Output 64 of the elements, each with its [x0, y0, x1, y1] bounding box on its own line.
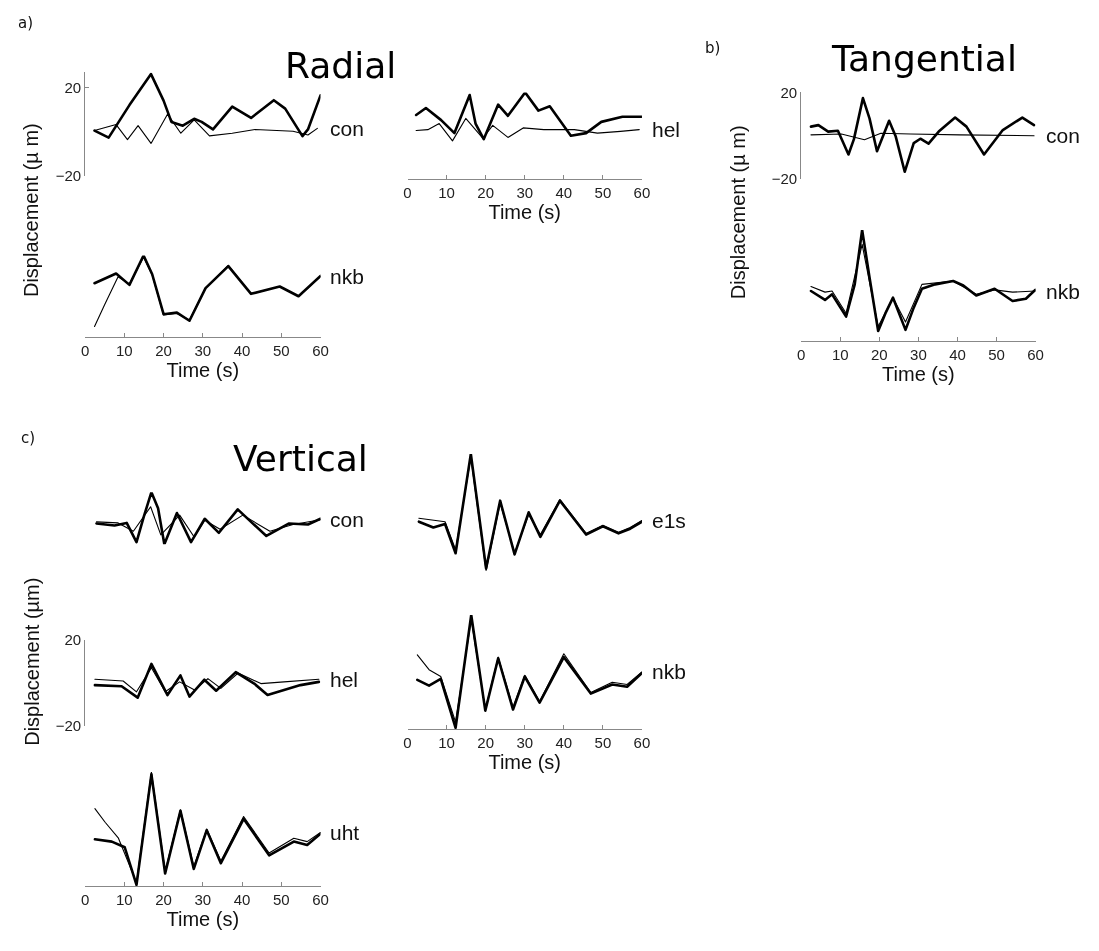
x-tick-label: 20 [477, 183, 495, 201]
x-axis-title: Time (s) [166, 359, 240, 382]
y-tick-label: −20 [55, 717, 82, 735]
x-tick-label: 40 [555, 733, 573, 751]
x-tick-label: 30 [516, 183, 534, 201]
x-tick-label: 30 [910, 345, 927, 363]
chart-title: Radial [285, 45, 397, 86]
x-tick-label: 20 [155, 342, 172, 360]
x-tick-label: 60 [312, 342, 329, 360]
text: con [330, 117, 364, 140]
text: con [330, 508, 364, 531]
text: b) [705, 39, 721, 57]
x-tick-label: 50 [594, 183, 612, 201]
x-axis-title: Time (s) [882, 362, 955, 385]
x-tick-label: 40 [555, 183, 573, 201]
x-tick-label: 0 [80, 891, 90, 909]
x-tick-label: 20 [155, 891, 172, 909]
x-tick-label: 50 [988, 345, 1005, 363]
x-tick-label: 50 [272, 342, 290, 360]
x-tick-label: 40 [233, 342, 251, 360]
x-tick-label: 20 [477, 733, 495, 751]
text: uht [330, 821, 360, 844]
y-axis-title: Displacement (µ m) [726, 125, 749, 300]
x-tick-label: 10 [115, 342, 133, 360]
x-tick-label: 30 [194, 342, 212, 360]
x-tick-label: 10 [438, 733, 455, 751]
x-axis-title: Time (s) [166, 908, 240, 931]
y-tick-label: 20 [64, 630, 82, 648]
text: nkb [652, 660, 686, 683]
x-tick-label: 60 [633, 183, 651, 201]
y-tick-label: −20 [771, 170, 798, 188]
x-axis-title: Time (s) [488, 200, 562, 223]
x-axis-title: Time (s) [488, 750, 562, 773]
x-tick-label: 30 [516, 733, 534, 751]
x-tick-label: 40 [233, 891, 251, 909]
y-axis-title: Displacement (µ m) [20, 123, 43, 298]
x-tick-label: 20 [871, 345, 888, 363]
x-tick-label: 10 [438, 183, 455, 201]
text: hel [330, 668, 359, 691]
x-tick-label: 10 [115, 891, 133, 909]
x-tick-label: 10 [831, 345, 849, 363]
text: nkb [330, 265, 364, 288]
x-tick-label: 30 [194, 891, 212, 909]
y-tick-label: −20 [55, 167, 82, 185]
text: c) [21, 429, 36, 447]
chart-title: Tangential [831, 38, 1017, 79]
text: con [1046, 124, 1080, 147]
y-tick-label: 20 [64, 78, 82, 96]
x-tick-label: 60 [1027, 345, 1044, 363]
text: a) [18, 14, 34, 32]
x-tick-label: 40 [949, 345, 966, 363]
x-tick-label: 60 [312, 891, 329, 909]
text: hel [652, 118, 681, 141]
x-tick-label: 0 [797, 345, 806, 363]
x-tick-label: 0 [403, 183, 412, 201]
x-tick-label: 0 [80, 342, 90, 360]
x-tick-label: 50 [272, 891, 290, 909]
x-tick-label: 60 [633, 733, 651, 751]
text: e1s [652, 509, 686, 532]
chart-title: Vertical [233, 438, 368, 479]
x-tick-label: 50 [594, 733, 612, 751]
x-tick-label: 0 [403, 733, 412, 751]
text: nkb [1046, 280, 1080, 303]
y-axis-title: Displacement (µm) [20, 577, 43, 746]
